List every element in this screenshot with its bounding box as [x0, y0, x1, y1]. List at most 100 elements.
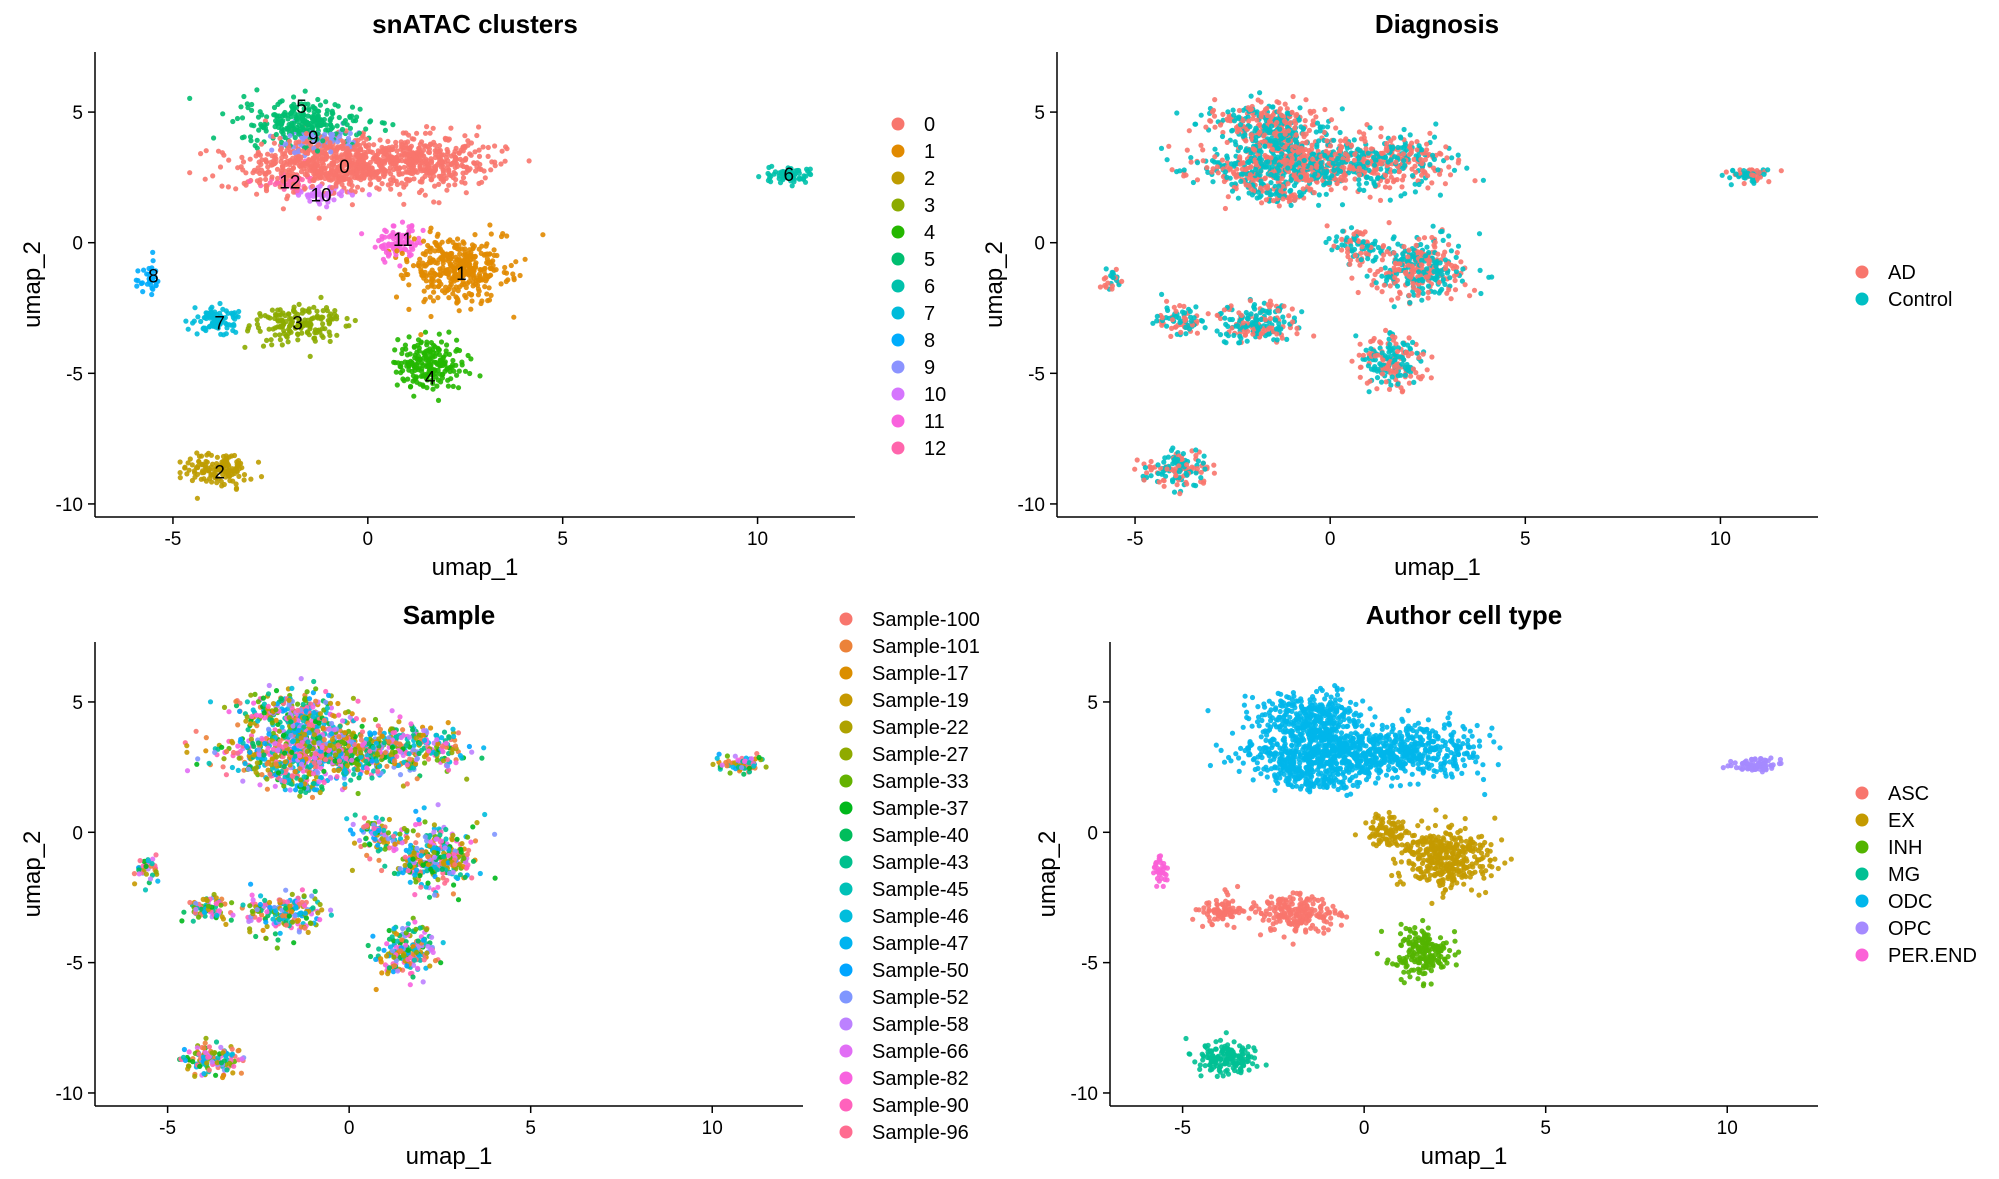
data-point [1408, 373, 1414, 379]
data-point [1442, 181, 1448, 187]
data-point [807, 166, 813, 172]
data-point [1455, 160, 1461, 166]
data-point [393, 369, 399, 375]
data-point [1282, 101, 1288, 107]
data-point [446, 136, 452, 142]
data-point [1324, 223, 1330, 229]
data-point [356, 154, 362, 160]
data-point [324, 154, 330, 160]
data-point [344, 315, 350, 322]
data-point [233, 329, 239, 335]
data-point [256, 127, 262, 133]
data-point [1425, 283, 1432, 289]
data-point [481, 266, 487, 272]
data-point [1148, 458, 1154, 465]
data-point [425, 357, 431, 363]
data-point [321, 143, 327, 149]
data-point [1236, 340, 1242, 346]
data-point [1245, 159, 1251, 165]
data-point [1191, 482, 1197, 488]
data-point [272, 181, 278, 187]
data-point [1374, 386, 1380, 392]
data-point [1446, 242, 1452, 248]
legend-label: 7 [924, 303, 935, 325]
data-point [296, 301, 302, 307]
data-point [1276, 192, 1282, 198]
data-point [371, 142, 377, 148]
data-point [1363, 180, 1370, 186]
data-point [1349, 358, 1355, 364]
data-point [1263, 197, 1269, 203]
data-point [456, 308, 462, 314]
data-point [450, 383, 456, 389]
legend-key [891, 441, 905, 455]
data-point [320, 159, 326, 165]
data-point [1261, 132, 1267, 138]
data-point [381, 120, 387, 126]
data-point [422, 296, 428, 302]
data-point [1424, 244, 1430, 250]
data-point [255, 459, 262, 465]
data-point [254, 137, 260, 143]
legend-label: 10 [924, 384, 946, 406]
data-point [1429, 354, 1435, 360]
data-point [1363, 347, 1369, 353]
data-point [287, 133, 293, 139]
data-point [1449, 155, 1455, 161]
data-point [271, 104, 278, 111]
data-point [448, 376, 454, 382]
data-point [428, 225, 434, 231]
data-point [1419, 147, 1425, 153]
data-point [1454, 250, 1460, 256]
data-point [438, 175, 444, 181]
data-point [376, 175, 382, 181]
data-point [198, 151, 204, 157]
data-point [1155, 462, 1161, 468]
data-point [1427, 130, 1433, 136]
data-point [1448, 248, 1454, 254]
data-point [756, 174, 762, 180]
data-point [406, 178, 412, 184]
data-point [268, 159, 274, 165]
data-point [426, 146, 432, 152]
data-point [289, 127, 295, 133]
data-point [484, 241, 490, 247]
data-point [254, 321, 260, 327]
data-point [233, 186, 239, 192]
data-point [1223, 340, 1229, 346]
data-point [1402, 162, 1408, 168]
data-point [440, 260, 446, 266]
data-point [462, 368, 469, 374]
data-point [316, 155, 322, 161]
data-point [422, 130, 429, 136]
data-point [482, 175, 488, 181]
data-point [386, 241, 392, 247]
data-point [395, 165, 401, 172]
data-point [1247, 298, 1253, 304]
cluster-label: 4 [425, 369, 436, 390]
data-point [231, 321, 237, 328]
data-point [1480, 177, 1486, 183]
data-point [1225, 194, 1231, 200]
data-point [301, 119, 308, 125]
data-point [1407, 132, 1413, 138]
data-point [242, 344, 248, 350]
data-point [343, 323, 349, 329]
data-point [1214, 312, 1220, 318]
data-point [280, 165, 286, 171]
data-point [1356, 181, 1362, 187]
data-point [182, 464, 188, 470]
data-point [277, 99, 283, 105]
data-point [522, 256, 528, 262]
data-point [462, 292, 468, 299]
data-point [421, 263, 427, 269]
data-point [203, 478, 209, 484]
data-point [1325, 124, 1331, 130]
data-point [1368, 366, 1375, 372]
data-point [238, 104, 244, 110]
data-point [487, 259, 493, 265]
data-point [430, 349, 436, 355]
data-point [368, 170, 374, 176]
data-point [211, 135, 217, 141]
